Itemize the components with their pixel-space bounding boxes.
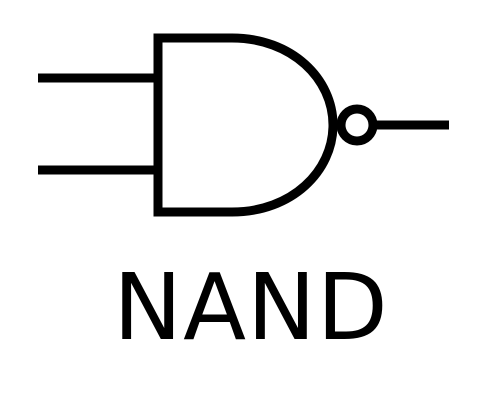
nand-gate-icon (38, 33, 449, 217)
inversion-bubble (336, 104, 378, 146)
gate-label: NAND (113, 254, 389, 361)
gate-body (153, 33, 338, 217)
